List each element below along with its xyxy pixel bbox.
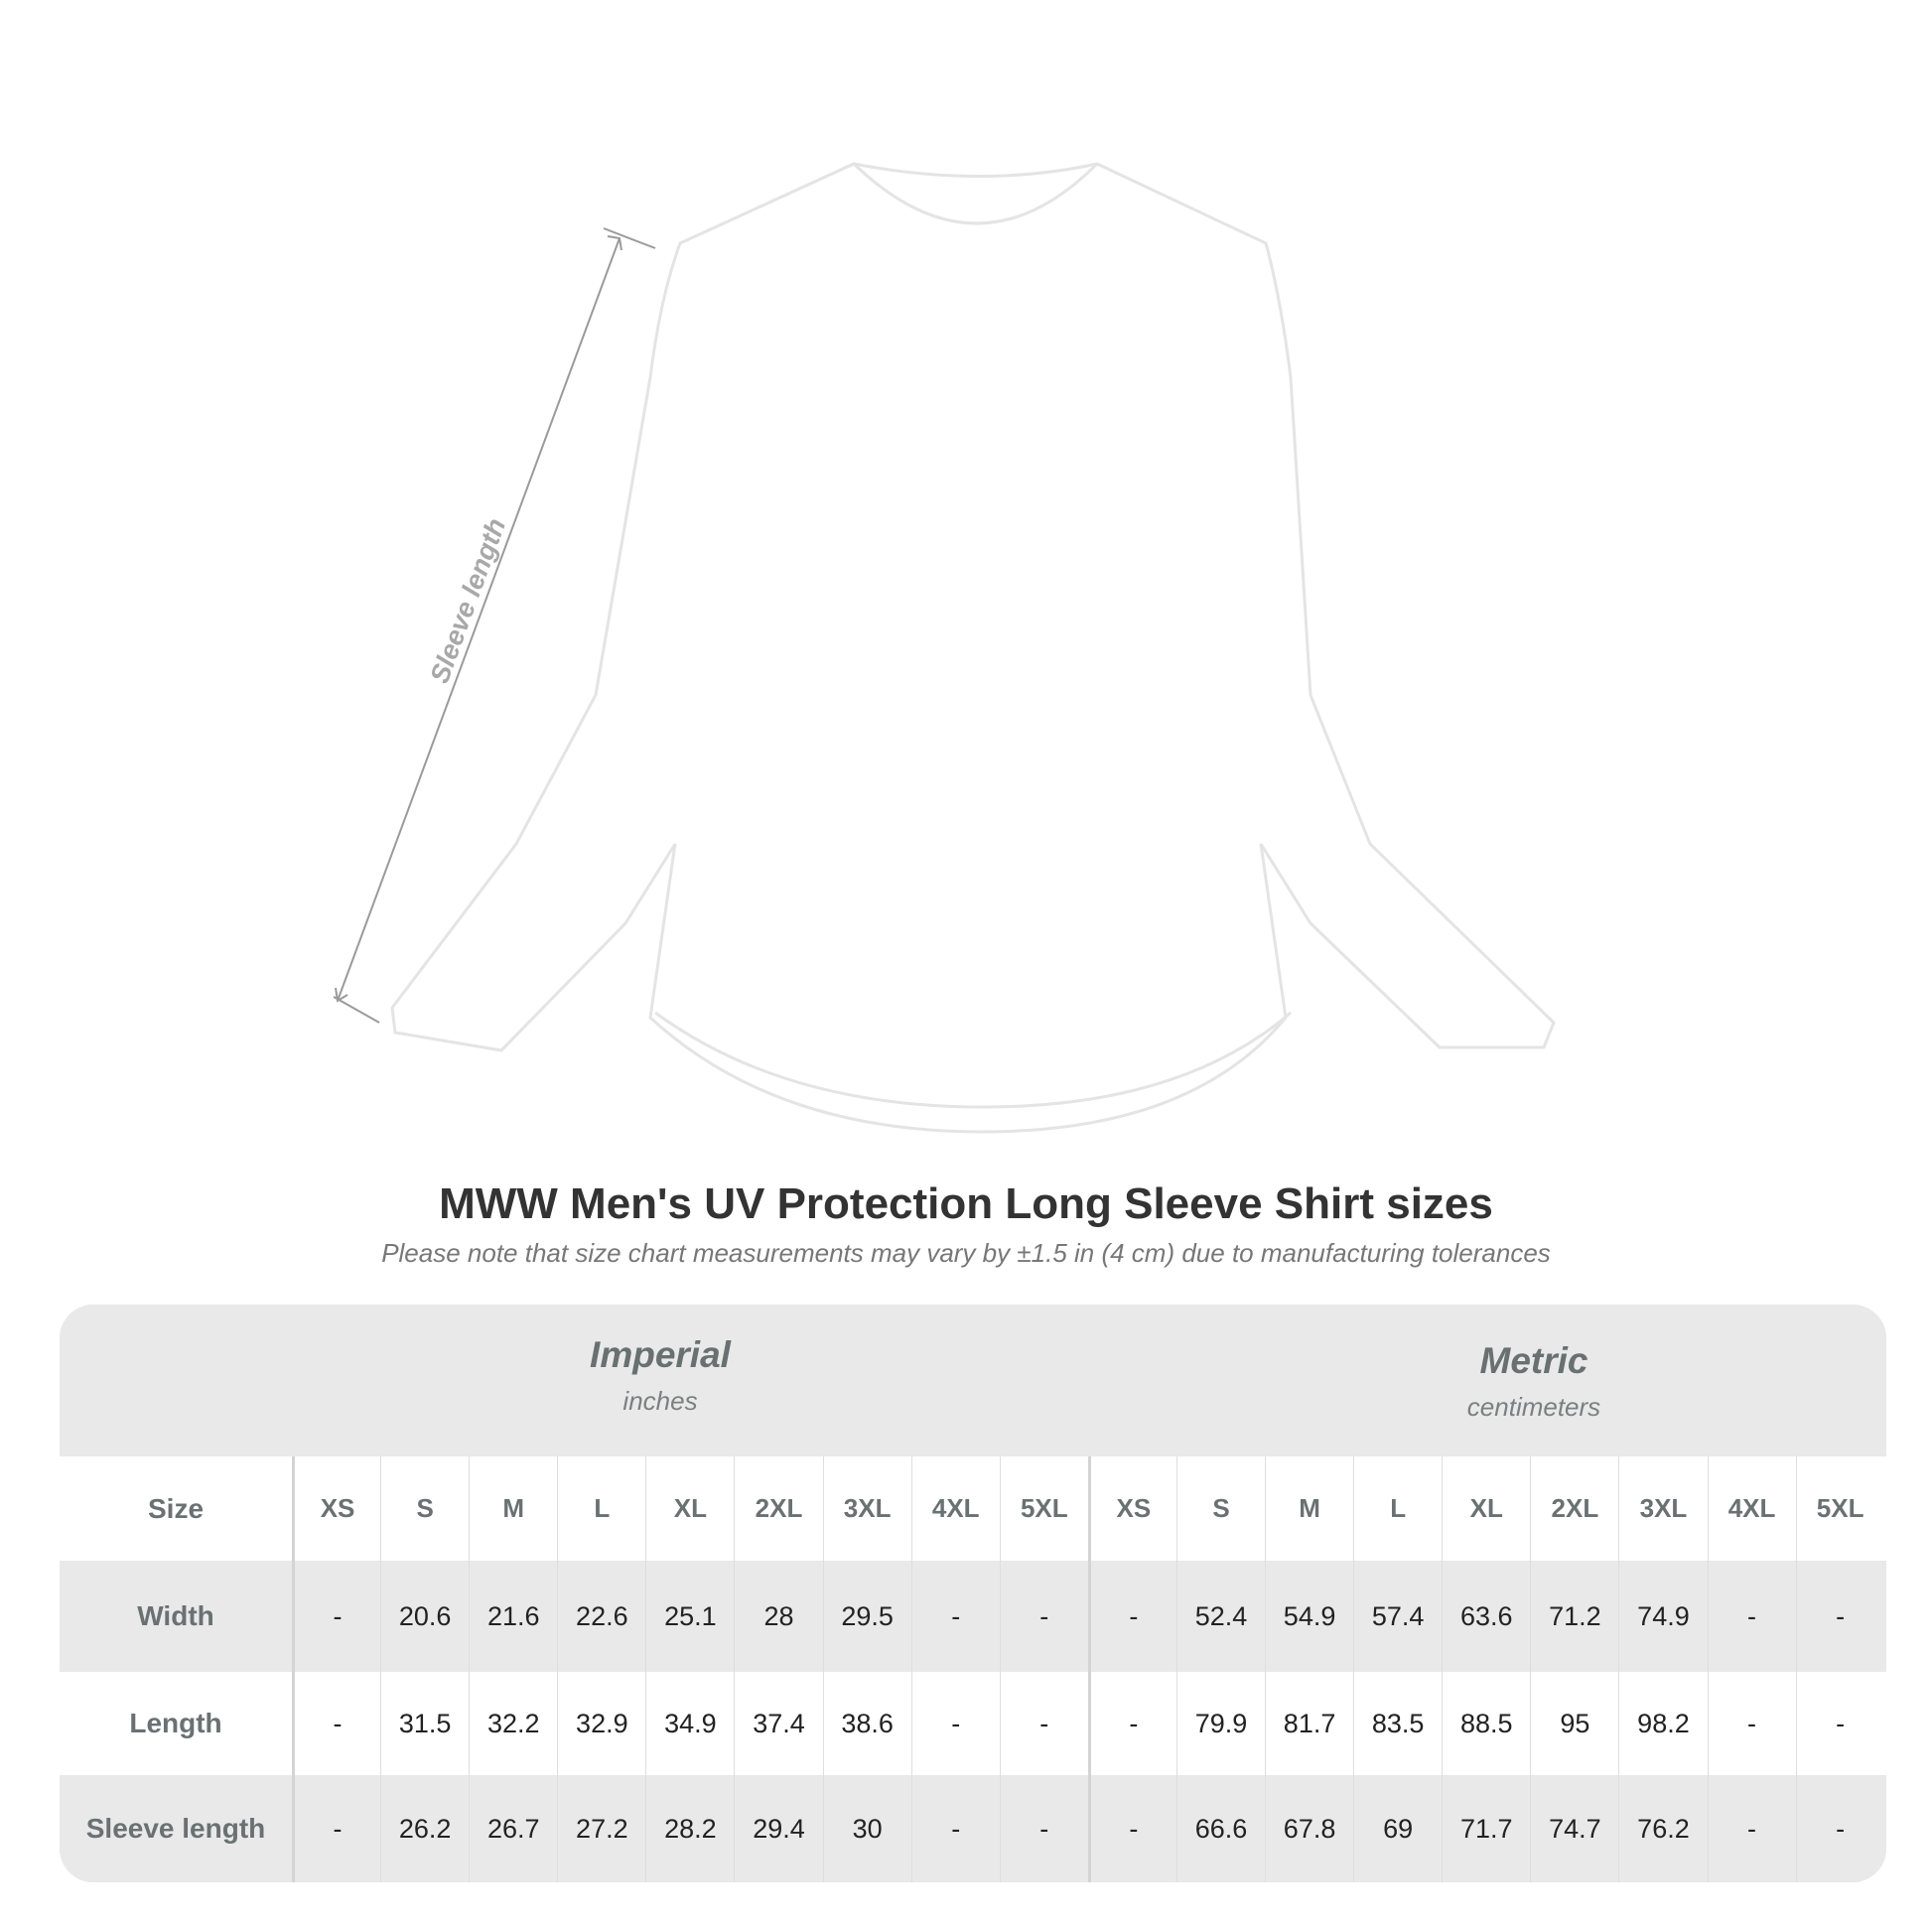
table-row: Length -31.5 32.2 32.9 34.9 37.4 38.6- - -79.9 81… bbox=[60, 1672, 1886, 1775]
metric-value-cell: 74.7 bbox=[1530, 1775, 1618, 1882]
metric-value-cell: - bbox=[1087, 1672, 1176, 1775]
metric-value-cell: - bbox=[1795, 1672, 1884, 1775]
metric-value-cell: 57.4 bbox=[1353, 1561, 1442, 1672]
imperial-value-cell: 29.4 bbox=[734, 1775, 822, 1882]
metric-value-cell: - bbox=[1707, 1672, 1796, 1775]
imperial-value-cell: - bbox=[999, 1561, 1088, 1672]
unit-header-band: Imperial inches Metric centimeters bbox=[60, 1305, 1886, 1456]
shirt-illustration: Sleeve length bbox=[333, 162, 1556, 1134]
metric-header: Metric centimeters bbox=[1226, 1340, 1842, 1423]
imperial-value-cell: - bbox=[910, 1775, 1000, 1882]
imperial-title: Imperial bbox=[590, 1334, 731, 1375]
metric-size-header: XS bbox=[1087, 1456, 1176, 1561]
metric-size-header: S bbox=[1175, 1456, 1265, 1561]
imperial-value-cell: - bbox=[910, 1561, 1000, 1672]
imperial-size-header: S bbox=[380, 1456, 469, 1561]
metric-size-header: XL bbox=[1442, 1456, 1530, 1561]
imperial-value-cell: 28 bbox=[734, 1561, 822, 1672]
size-header-row: Size XS S M L XL 2XL 3XL 4XL 5XL XS S M L XL 2XL 3XL 4XL 5… bbox=[60, 1456, 1886, 1561]
metric-size-header: M bbox=[1265, 1456, 1353, 1561]
imperial-value-cell: - bbox=[292, 1775, 380, 1882]
shirt-body bbox=[390, 162, 1556, 1134]
metric-size-header: 2XL bbox=[1530, 1456, 1618, 1561]
size-column-label: Size bbox=[147, 1492, 205, 1524]
imperial-value-cell: 21.6 bbox=[469, 1561, 557, 1672]
imperial-value-cell: 30 bbox=[822, 1775, 911, 1882]
metric-value-cell: 69 bbox=[1353, 1775, 1442, 1882]
metric-value-cell: - bbox=[1087, 1561, 1176, 1672]
imperial-value-cell: 22.6 bbox=[557, 1561, 645, 1672]
imperial-value-cell: 32.2 bbox=[469, 1672, 557, 1775]
metric-value-cell: 71.7 bbox=[1442, 1775, 1530, 1882]
row-label: Length bbox=[129, 1708, 222, 1738]
imperial-value-cell: 26.2 bbox=[380, 1775, 469, 1882]
imperial-value-cell: 38.6 bbox=[822, 1672, 911, 1775]
metric-size-header: L bbox=[1353, 1456, 1442, 1561]
shirt-collar bbox=[852, 162, 1099, 225]
metric-value-cell: 67.8 bbox=[1265, 1775, 1353, 1882]
shirt-hem bbox=[654, 1011, 1292, 1109]
sleeve-length-arrow bbox=[333, 227, 656, 1024]
imperial-size-header: L bbox=[557, 1456, 645, 1561]
metric-value-cell: - bbox=[1795, 1561, 1884, 1672]
size-table: Imperial inches Metric centimeters Size X… bbox=[60, 1305, 1886, 1882]
metric-value-cell: 52.4 bbox=[1175, 1561, 1265, 1672]
metric-value-cell: 74.9 bbox=[1618, 1561, 1707, 1672]
imperial-value-cell: 31.5 bbox=[380, 1672, 469, 1775]
metric-value-cell: - bbox=[1707, 1561, 1796, 1672]
imperial-size-header: 2XL bbox=[734, 1456, 822, 1561]
metric-unit: centimeters bbox=[1466, 1392, 1601, 1422]
tolerance-note: Please note that size chart measurements… bbox=[381, 1238, 1551, 1268]
metric-value-cell: 95 bbox=[1530, 1672, 1618, 1775]
imperial-size-header: 3XL bbox=[822, 1456, 911, 1561]
imperial-value-cell: 26.7 bbox=[469, 1775, 557, 1882]
metric-size-header: 4XL bbox=[1707, 1456, 1796, 1561]
imperial-value-cell: 27.2 bbox=[557, 1775, 645, 1882]
metric-value-cell: - bbox=[1707, 1775, 1796, 1882]
table-row: Sleeve length -26.2 26.7 27.2 28.2 29.4 30- - -6… bbox=[60, 1775, 1886, 1882]
metric-value-cell: - bbox=[1087, 1775, 1176, 1882]
imperial-value-cell: - bbox=[292, 1672, 380, 1775]
metric-value-cell: 71.2 bbox=[1530, 1561, 1618, 1672]
imperial-value-cell: - bbox=[999, 1775, 1088, 1882]
imperial-unit: inches bbox=[622, 1386, 698, 1416]
table-row: Width -20.6 21.6 22.6 25.1 28 29.5- - -52.4 54.9 5… bbox=[60, 1561, 1886, 1672]
metric-value-cell: 88.5 bbox=[1442, 1672, 1530, 1775]
imperial-value-cell: 25.1 bbox=[645, 1561, 734, 1672]
page-title: MWW Men's UV Protection Long Sleeve Shir… bbox=[439, 1179, 1493, 1228]
imperial-value-cell: 28.2 bbox=[645, 1775, 734, 1882]
metric-value-cell: 54.9 bbox=[1265, 1561, 1353, 1672]
imperial-value-cell: 37.4 bbox=[734, 1672, 822, 1775]
imperial-value-cell: - bbox=[999, 1672, 1088, 1775]
imperial-value-cell: - bbox=[292, 1561, 380, 1672]
imperial-size-header: XS bbox=[292, 1456, 380, 1561]
imperial-value-cell: 32.9 bbox=[557, 1672, 645, 1775]
metric-size-header: 5XL bbox=[1795, 1456, 1884, 1561]
metric-value-cell: 98.2 bbox=[1618, 1672, 1707, 1775]
metric-value-cell: 66.6 bbox=[1175, 1775, 1265, 1882]
sleeve-length-label: Sleeve length bbox=[424, 514, 511, 687]
imperial-size-header: 4XL bbox=[910, 1456, 1000, 1561]
row-label: Width bbox=[137, 1600, 214, 1631]
imperial-header: Imperial inches bbox=[352, 1334, 968, 1417]
metric-title: Metric bbox=[1479, 1340, 1588, 1381]
imperial-value-cell: 29.5 bbox=[822, 1561, 911, 1672]
metric-value-cell: 76.2 bbox=[1618, 1775, 1707, 1882]
imperial-size-header: M bbox=[469, 1456, 557, 1561]
imperial-value-cell: 20.6 bbox=[380, 1561, 469, 1672]
metric-value-cell: 79.9 bbox=[1175, 1672, 1265, 1775]
imperial-size-header: XL bbox=[645, 1456, 734, 1561]
metric-value-cell: 63.6 bbox=[1442, 1561, 1530, 1672]
metric-value-cell: 81.7 bbox=[1265, 1672, 1353, 1775]
imperial-value-cell: - bbox=[910, 1672, 1000, 1775]
row-label: Sleeve length bbox=[85, 1813, 266, 1844]
metric-value-cell: 83.5 bbox=[1353, 1672, 1442, 1775]
metric-value-cell: - bbox=[1795, 1775, 1884, 1882]
metric-size-header: 3XL bbox=[1618, 1456, 1707, 1561]
imperial-value-cell: 34.9 bbox=[645, 1672, 734, 1775]
imperial-size-header: 5XL bbox=[999, 1456, 1088, 1561]
